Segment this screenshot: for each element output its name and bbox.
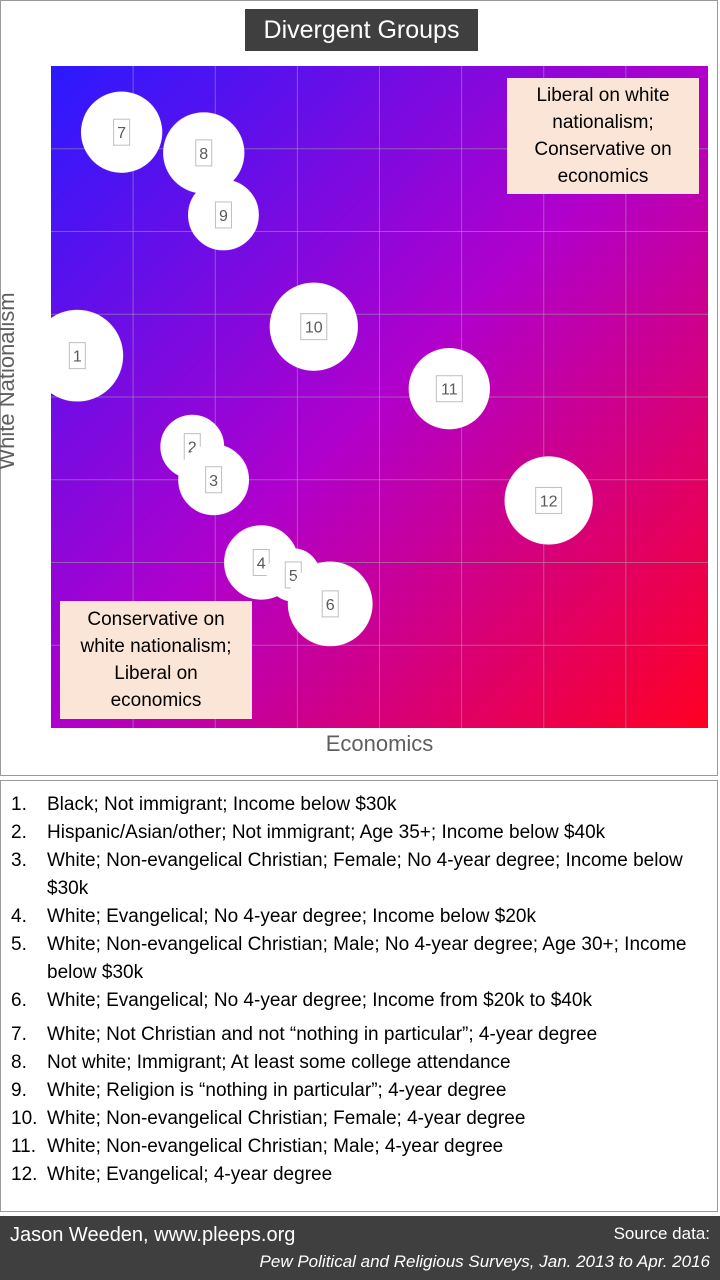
legend-number: 1. (11, 794, 27, 815)
footer-author: Jason Weeden, www.pleeps.org (10, 1224, 296, 1246)
legend-number: 8. (11, 1052, 27, 1073)
legend-item: 10. White; Non-evangelical Christian; Fem… (11, 1105, 711, 1133)
bubble-label: 2 (188, 440, 197, 457)
legend-group-b: 7. White; Not Christian and not “nothing … (11, 1021, 711, 1189)
x-axis-label: Economics (325, 731, 434, 756)
bubble-label-box (68, 342, 86, 370)
legend-number: 6. (11, 990, 27, 1011)
legend-number: 7. (11, 1024, 27, 1045)
legend-number: 12. (11, 1164, 38, 1185)
bubble-label-box (195, 139, 213, 167)
bubble-circle (408, 348, 490, 430)
bubble-circle (178, 444, 250, 516)
legend-text: Hispanic/Asian/other; Not immigrant; Age… (47, 822, 606, 843)
annotation-bottom-left: Conservative on white nationalism; Liber… (60, 601, 252, 719)
footer: Jason Weeden, www.pleeps.org Source data… (0, 1216, 720, 1280)
annotation-top-right-text: Liberal on white nationalism; Conservati… (534, 85, 672, 187)
legend-number: 10. (11, 1108, 38, 1129)
legend-group-a: 1. Black; Not immigrant; Income below $30… (11, 791, 711, 1015)
footer-source-label: Source data: (613, 1224, 710, 1243)
y-axis-label-text: White Nationalism (0, 292, 19, 470)
legend-text: White; Not Christian and not “nothing in… (47, 1024, 598, 1045)
bubble-label: 3 (209, 473, 218, 490)
legend-number: 3. (11, 850, 27, 871)
legend-item: 11. White; Non-evangelical Christian; Mal… (11, 1133, 711, 1161)
bubble-label-box (113, 118, 131, 146)
legend-item: 1. Black; Not immigrant; Income below $30… (11, 791, 711, 819)
legend-text: White; Evangelical; No 4-year degree; In… (47, 906, 536, 927)
legend-text: White; Evangelical; No 4-year degree; In… (47, 990, 592, 1011)
legend-item: 7. White; Not Christian and not “nothing … (11, 1021, 711, 1049)
legend-number: 11. (11, 1136, 37, 1157)
bubble-label: 10 (305, 320, 323, 337)
legend-number: 5. (11, 934, 27, 955)
bubble-label: 12 (540, 493, 558, 510)
legend-panel: 1. Black; Not immigrant; Income below $30… (0, 780, 718, 1212)
bubble-label: 5 (289, 568, 298, 585)
bubble-10: 10 (269, 282, 358, 371)
y-axis-label: White Nationalism (0, 292, 20, 501)
legend-text: White; Non-evangelical Christian; Female… (47, 850, 683, 899)
chart-panel: Divergent Groups 1 2 3 4 5 6 7 8 9 10 11 12 Liberal… (0, 0, 718, 776)
legend-item: 12. White; Evangelical; 4-year degree (11, 1161, 711, 1189)
bubble-label-box (252, 549, 270, 576)
bubble-9: 9 (188, 179, 259, 251)
legend-text: White; Non-evangelical Christian; Male; … (47, 934, 687, 983)
legend-number: 9. (11, 1080, 27, 1101)
bubble-circle (504, 456, 593, 545)
bubble-12: 12 (504, 456, 593, 545)
legend-item: 5. White; Non-evangelical Christian; Male… (11, 931, 711, 987)
legend-item: 6. White; Evangelical; No 4-year degree; … (11, 987, 711, 1015)
bubble-label-box (214, 201, 232, 229)
bubble-11: 11 (408, 348, 490, 430)
bubble-1: 1 (51, 309, 124, 402)
bubble-6: 6 (287, 561, 373, 647)
bubble-label: 8 (199, 146, 208, 163)
legend-text: White; Evangelical; 4-year degree (47, 1164, 333, 1185)
bubble-label: 1 (73, 349, 82, 366)
legend-item: 9. White; Religion is “nothing in particu… (11, 1077, 711, 1105)
bubble-label-box (535, 486, 563, 514)
legend-number: 4. (11, 906, 27, 927)
bubble-label: 7 (117, 125, 126, 142)
bubble-label-box (435, 375, 463, 403)
bubble-label-box (205, 466, 223, 494)
annotation-top-right: Liberal on white nationalism; Conservati… (507, 78, 699, 194)
bubble-circle (269, 282, 358, 371)
bubble-label: 11 (441, 382, 458, 399)
bubble-circle (80, 91, 163, 173)
bubble-circle (188, 179, 259, 251)
legend-item: 8. Not white; Immigrant; At least some co… (11, 1049, 711, 1077)
legend-item: 4. White; Evangelical; No 4-year degree; … (11, 903, 711, 931)
legend-text: White; Non-evangelical Christian; Male; … (47, 1136, 504, 1157)
bubble-label: 9 (219, 208, 228, 225)
legend-text: Black; Not immigrant; Income below $30k (47, 794, 397, 815)
bubble-label: 4 (257, 556, 266, 573)
footer-source: Pew Political and Religious Surveys, Jan… (259, 1252, 710, 1271)
bubble-circle (51, 309, 124, 402)
bubble-7: 7 (80, 91, 163, 173)
chart-title: Divergent Groups (245, 9, 478, 51)
legend-text: Not white; Immigrant; At least some coll… (47, 1052, 511, 1073)
legend-text: White; Religion is “nothing in particula… (47, 1080, 507, 1101)
legend-text: White; Non-evangelical Christian; Female… (47, 1108, 526, 1129)
annotation-bottom-left-text: Conservative on white nationalism; Liber… (80, 609, 232, 711)
bubble-label: 6 (326, 597, 335, 614)
bubble-3: 3 (178, 444, 250, 516)
bubble-circle (287, 561, 373, 647)
legend-number: 2. (11, 822, 27, 843)
legend-item: 2. Hispanic/Asian/other; Not immigrant; A… (11, 819, 711, 847)
bubble-label-box (321, 590, 339, 618)
bubble-label-box (300, 313, 328, 341)
legend-item: 3. White; Non-evangelical Christian; Fema… (11, 847, 711, 903)
